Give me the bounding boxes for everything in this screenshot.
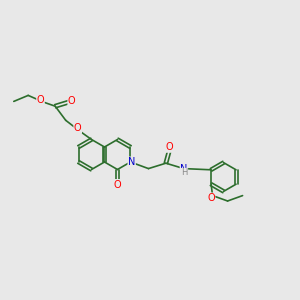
Text: N: N [128, 157, 135, 167]
Text: O: O [74, 123, 82, 134]
Text: H: H [181, 168, 188, 177]
Text: O: O [207, 193, 215, 203]
Text: O: O [114, 179, 121, 190]
Text: O: O [166, 142, 174, 152]
Text: O: O [37, 95, 44, 105]
Text: N: N [180, 164, 188, 174]
Text: O: O [68, 95, 76, 106]
